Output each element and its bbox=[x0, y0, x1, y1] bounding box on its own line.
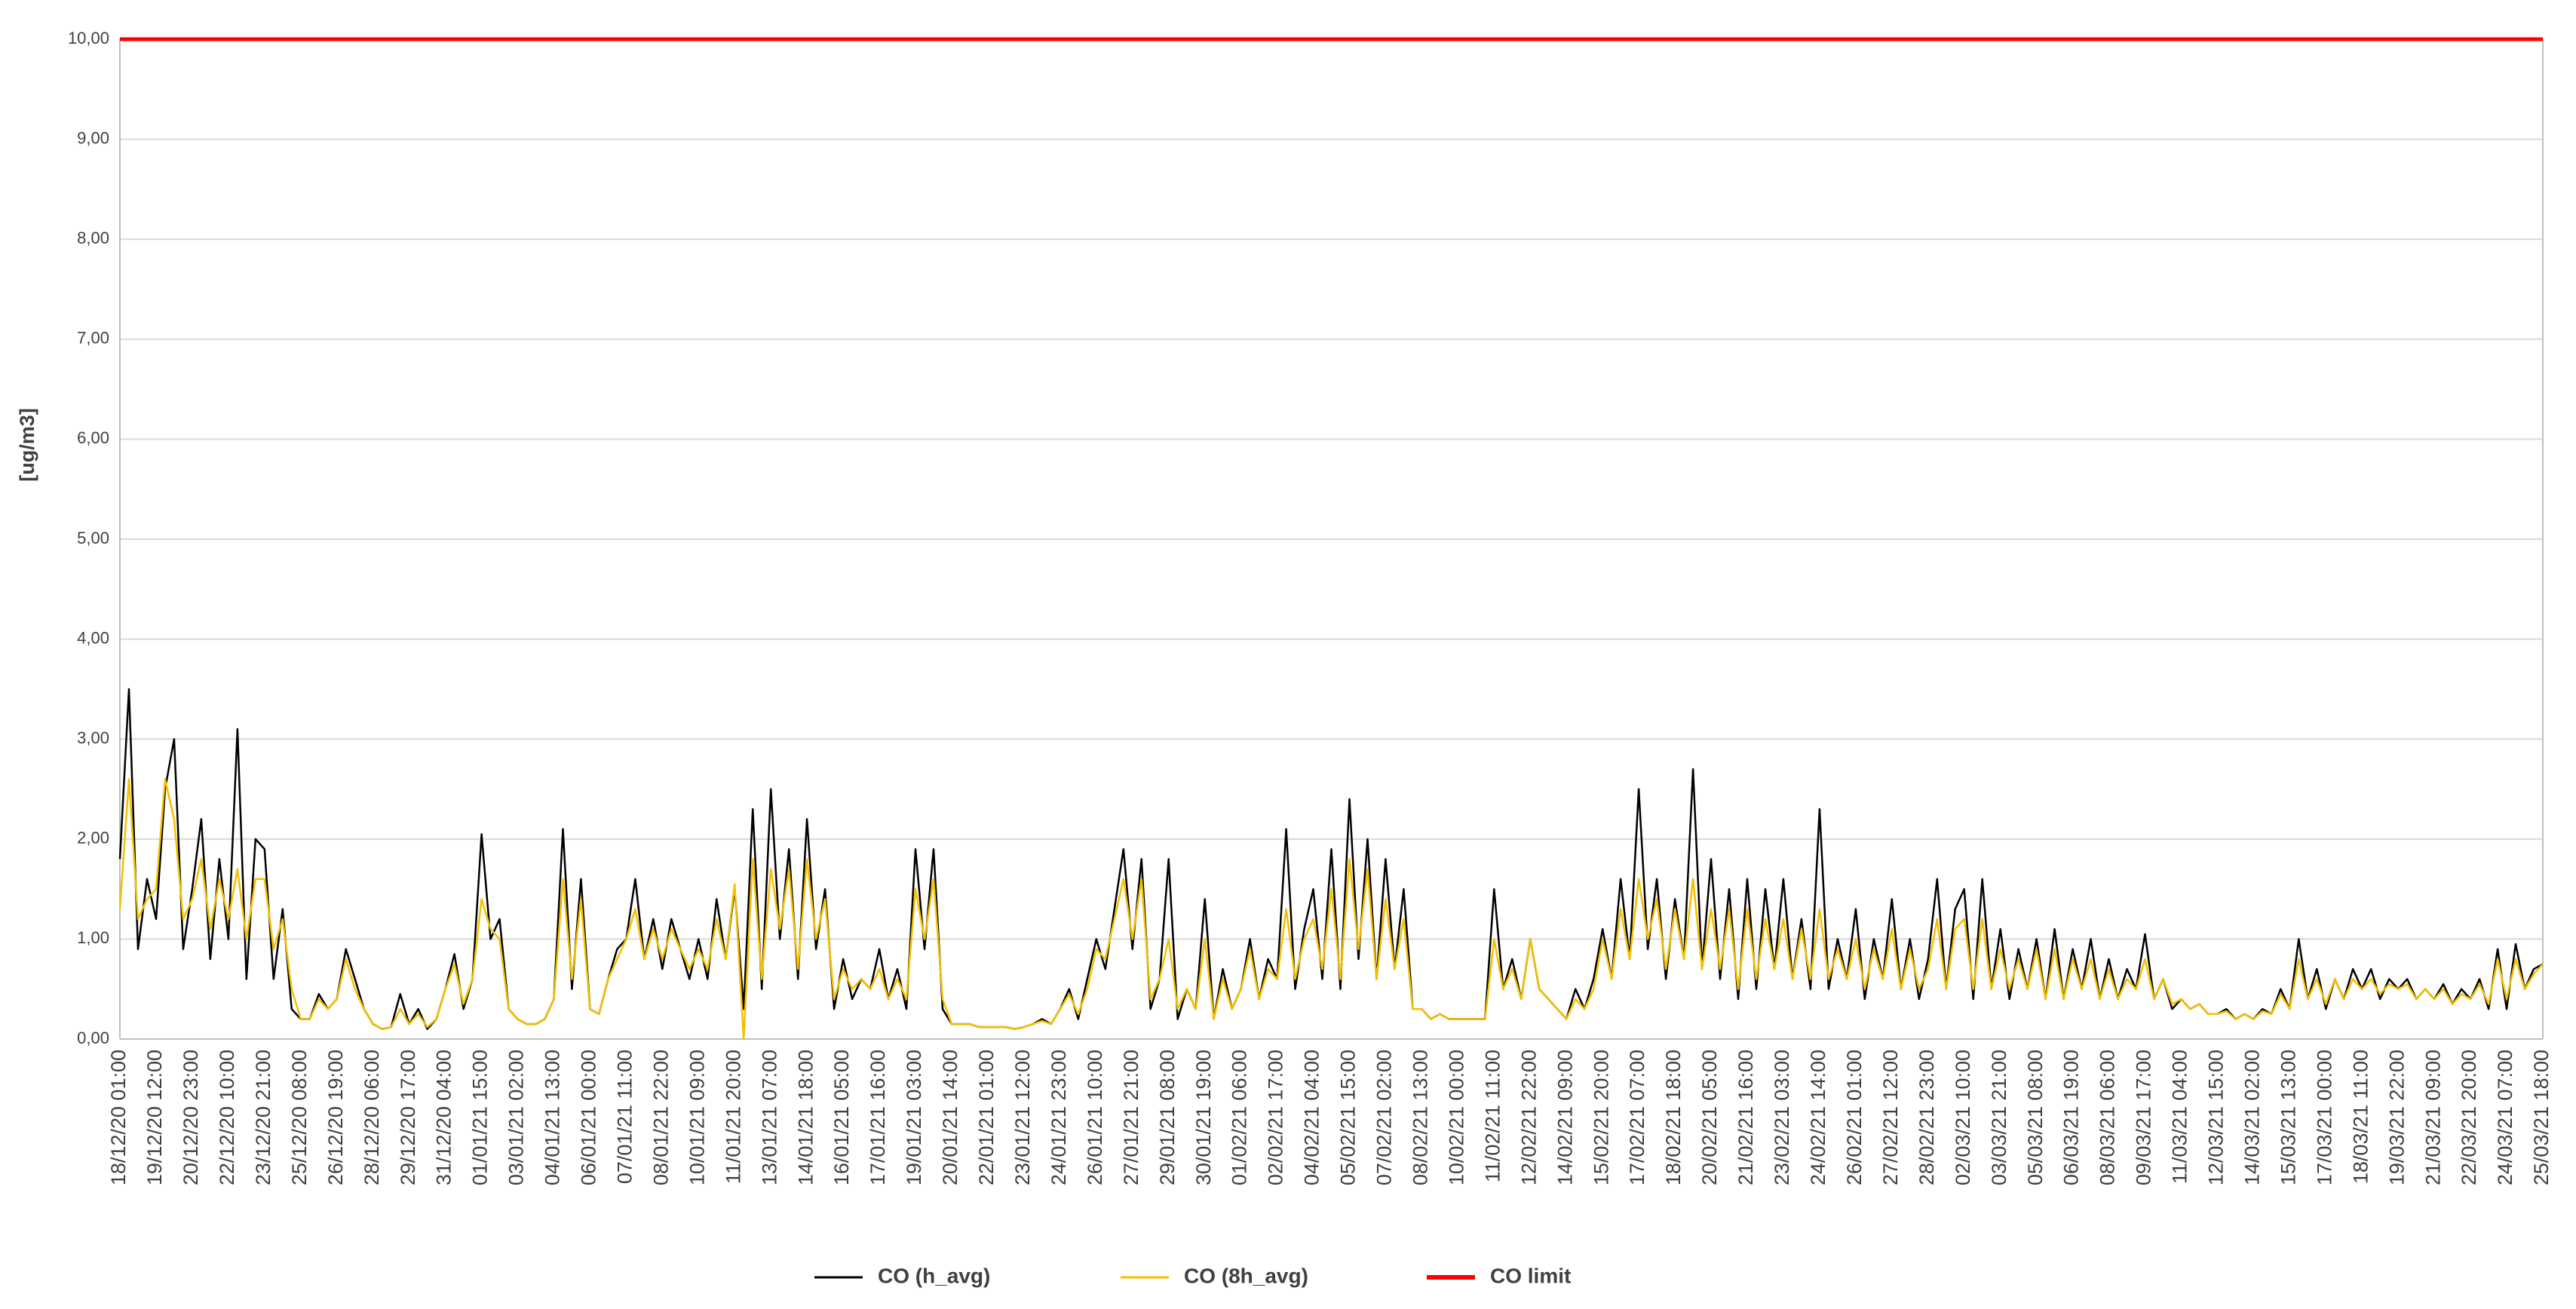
x-tick-label: 24/03/21 07:00 bbox=[2494, 1050, 2516, 1185]
y-tick-label: 5,00 bbox=[77, 529, 109, 547]
x-tick-label: 08/02/21 13:00 bbox=[1409, 1050, 1432, 1185]
x-tick-label: 28/02/21 23:00 bbox=[1915, 1050, 1938, 1185]
x-tick-label: 27/01/21 21:00 bbox=[1120, 1050, 1142, 1185]
x-tick-label: 06/01/21 00:00 bbox=[578, 1050, 600, 1185]
x-tick-label: 24/01/21 23:00 bbox=[1047, 1050, 1070, 1185]
x-tick-label: 14/01/21 18:00 bbox=[794, 1050, 817, 1185]
x-tick-label: 12/02/21 22:00 bbox=[1517, 1050, 1540, 1185]
x-tick-label: 07/01/21 11:00 bbox=[613, 1050, 636, 1184]
x-tick-label: 10/01/21 09:00 bbox=[685, 1050, 708, 1185]
x-tick-label: 03/03/21 21:00 bbox=[1988, 1050, 2010, 1185]
x-tick-label: 19/12/20 12:00 bbox=[143, 1050, 166, 1185]
y-tick-label: 3,00 bbox=[77, 728, 109, 747]
x-tick-label: 28/12/20 06:00 bbox=[360, 1050, 383, 1185]
x-tick-label: 15/03/21 13:00 bbox=[2277, 1050, 2299, 1185]
x-tick-label: 18/02/21 18:00 bbox=[1662, 1050, 1685, 1185]
x-tick-label: 08/03/21 06:00 bbox=[2096, 1050, 2119, 1185]
x-tick-label: 18/12/20 01:00 bbox=[107, 1050, 130, 1185]
y-tick-label: 1,00 bbox=[77, 928, 109, 947]
x-tick-label: 10/02/21 00:00 bbox=[1445, 1050, 1467, 1185]
x-tick-label: 14/03/21 02:00 bbox=[2240, 1050, 2263, 1185]
x-tick-label: 29/12/20 17:00 bbox=[397, 1050, 419, 1185]
y-axis-title: [ug/m3] bbox=[16, 408, 38, 482]
x-tick-label: 17/01/21 16:00 bbox=[866, 1050, 889, 1185]
x-tick-label: 17/03/21 00:00 bbox=[2313, 1050, 2335, 1185]
x-tick-label: 09/03/21 17:00 bbox=[2133, 1050, 2155, 1185]
x-tick-label: 30/01/21 19:00 bbox=[1192, 1050, 1215, 1185]
x-tick-label: 23/12/20 21:00 bbox=[252, 1050, 274, 1185]
x-tick-label: 19/03/21 22:00 bbox=[2385, 1050, 2408, 1185]
x-tick-label: 01/01/21 15:00 bbox=[469, 1050, 492, 1185]
y-tick-label: 10,00 bbox=[68, 29, 109, 48]
x-tick-label: 20/12/20 23:00 bbox=[179, 1050, 202, 1185]
x-tick-label: 15/02/21 20:00 bbox=[1590, 1050, 1612, 1185]
x-tick-label: 11/01/21 20:00 bbox=[722, 1050, 744, 1184]
y-tick-label: 8,00 bbox=[77, 228, 109, 247]
y-tick-label: 9,00 bbox=[77, 128, 109, 147]
x-tick-label: 22/12/20 10:00 bbox=[216, 1050, 238, 1185]
x-tick-label: 05/02/21 15:00 bbox=[1337, 1050, 1360, 1185]
x-tick-label: 24/02/21 14:00 bbox=[1807, 1050, 1829, 1185]
x-tick-label: 08/01/21 22:00 bbox=[649, 1050, 672, 1185]
data-line bbox=[118, 688, 2544, 1030]
x-tick-label: 29/01/21 08:00 bbox=[1156, 1050, 1179, 1185]
x-tick-label: 20/02/21 05:00 bbox=[1698, 1050, 1721, 1185]
x-tick-label: 23/01/21 12:00 bbox=[1011, 1050, 1034, 1185]
y-tick-label: 0,00 bbox=[77, 1028, 109, 1047]
x-tick-label: 11/02/21 11:00 bbox=[1481, 1050, 1504, 1182]
x-tick-label: 17/02/21 07:00 bbox=[1626, 1050, 1648, 1185]
x-tick-label: 02/02/21 17:00 bbox=[1265, 1050, 1287, 1185]
x-tick-label: 21/02/21 16:00 bbox=[1734, 1050, 1757, 1185]
x-tick-label: 12/03/21 15:00 bbox=[2205, 1050, 2228, 1185]
x-tick-label: 25/03/21 18:00 bbox=[2530, 1050, 2553, 1185]
x-tick-label: 11/03/21 04:00 bbox=[2169, 1050, 2191, 1184]
x-tick-label: 14/02/21 09:00 bbox=[1553, 1050, 1576, 1185]
x-tick-label: 26/02/21 01:00 bbox=[1843, 1050, 1866, 1185]
x-tick-label: 04/02/21 04:00 bbox=[1301, 1050, 1323, 1185]
x-tick-label: 13/01/21 07:00 bbox=[758, 1050, 780, 1185]
x-tick-label: 18/03/21 11:00 bbox=[2349, 1050, 2372, 1184]
x-tick-label: 26/01/21 10:00 bbox=[1084, 1050, 1106, 1185]
x-tick-label: 31/12/20 04:00 bbox=[433, 1050, 455, 1185]
x-tick-label: 23/02/21 03:00 bbox=[1771, 1050, 1793, 1185]
x-tick-label: 03/01/21 02:00 bbox=[505, 1050, 528, 1185]
x-tick-label: 26/12/20 19:00 bbox=[324, 1050, 347, 1185]
y-tick-label: 6,00 bbox=[77, 428, 109, 447]
x-tick-label: 20/01/21 14:00 bbox=[939, 1050, 961, 1185]
x-tick-label: 05/03/21 08:00 bbox=[2024, 1050, 2047, 1185]
y-tick-label: 4,00 bbox=[77, 628, 109, 647]
x-tick-label: 06/03/21 19:00 bbox=[2060, 1050, 2083, 1185]
x-tick-label: 04/01/21 13:00 bbox=[541, 1050, 564, 1185]
y-tick-label: 2,00 bbox=[77, 829, 109, 848]
x-tick-label: 22/01/21 01:00 bbox=[975, 1050, 998, 1185]
x-tick-label: 02/03/21 10:00 bbox=[1952, 1050, 1974, 1185]
legend-label: CO (8h_avg) bbox=[1184, 1264, 1308, 1287]
data-line bbox=[118, 777, 2544, 1041]
x-tick-label: 22/03/21 20:00 bbox=[2458, 1050, 2480, 1185]
x-tick-label: 21/03/21 09:00 bbox=[2421, 1050, 2444, 1185]
x-tick-label: 01/02/21 06:00 bbox=[1228, 1050, 1251, 1185]
x-tick-label: 19/01/21 03:00 bbox=[903, 1050, 925, 1185]
x-tick-label: 25/12/20 08:00 bbox=[288, 1050, 311, 1185]
y-tick-label: 7,00 bbox=[77, 329, 109, 348]
legend-label: CO (h_avg) bbox=[878, 1264, 990, 1287]
x-tick-label: 07/02/21 02:00 bbox=[1373, 1050, 1396, 1185]
x-tick-label: 16/01/21 05:00 bbox=[830, 1050, 853, 1185]
x-tick-label: 27/02/21 12:00 bbox=[1879, 1050, 1902, 1185]
legend-label: CO limit bbox=[1490, 1264, 1571, 1287]
